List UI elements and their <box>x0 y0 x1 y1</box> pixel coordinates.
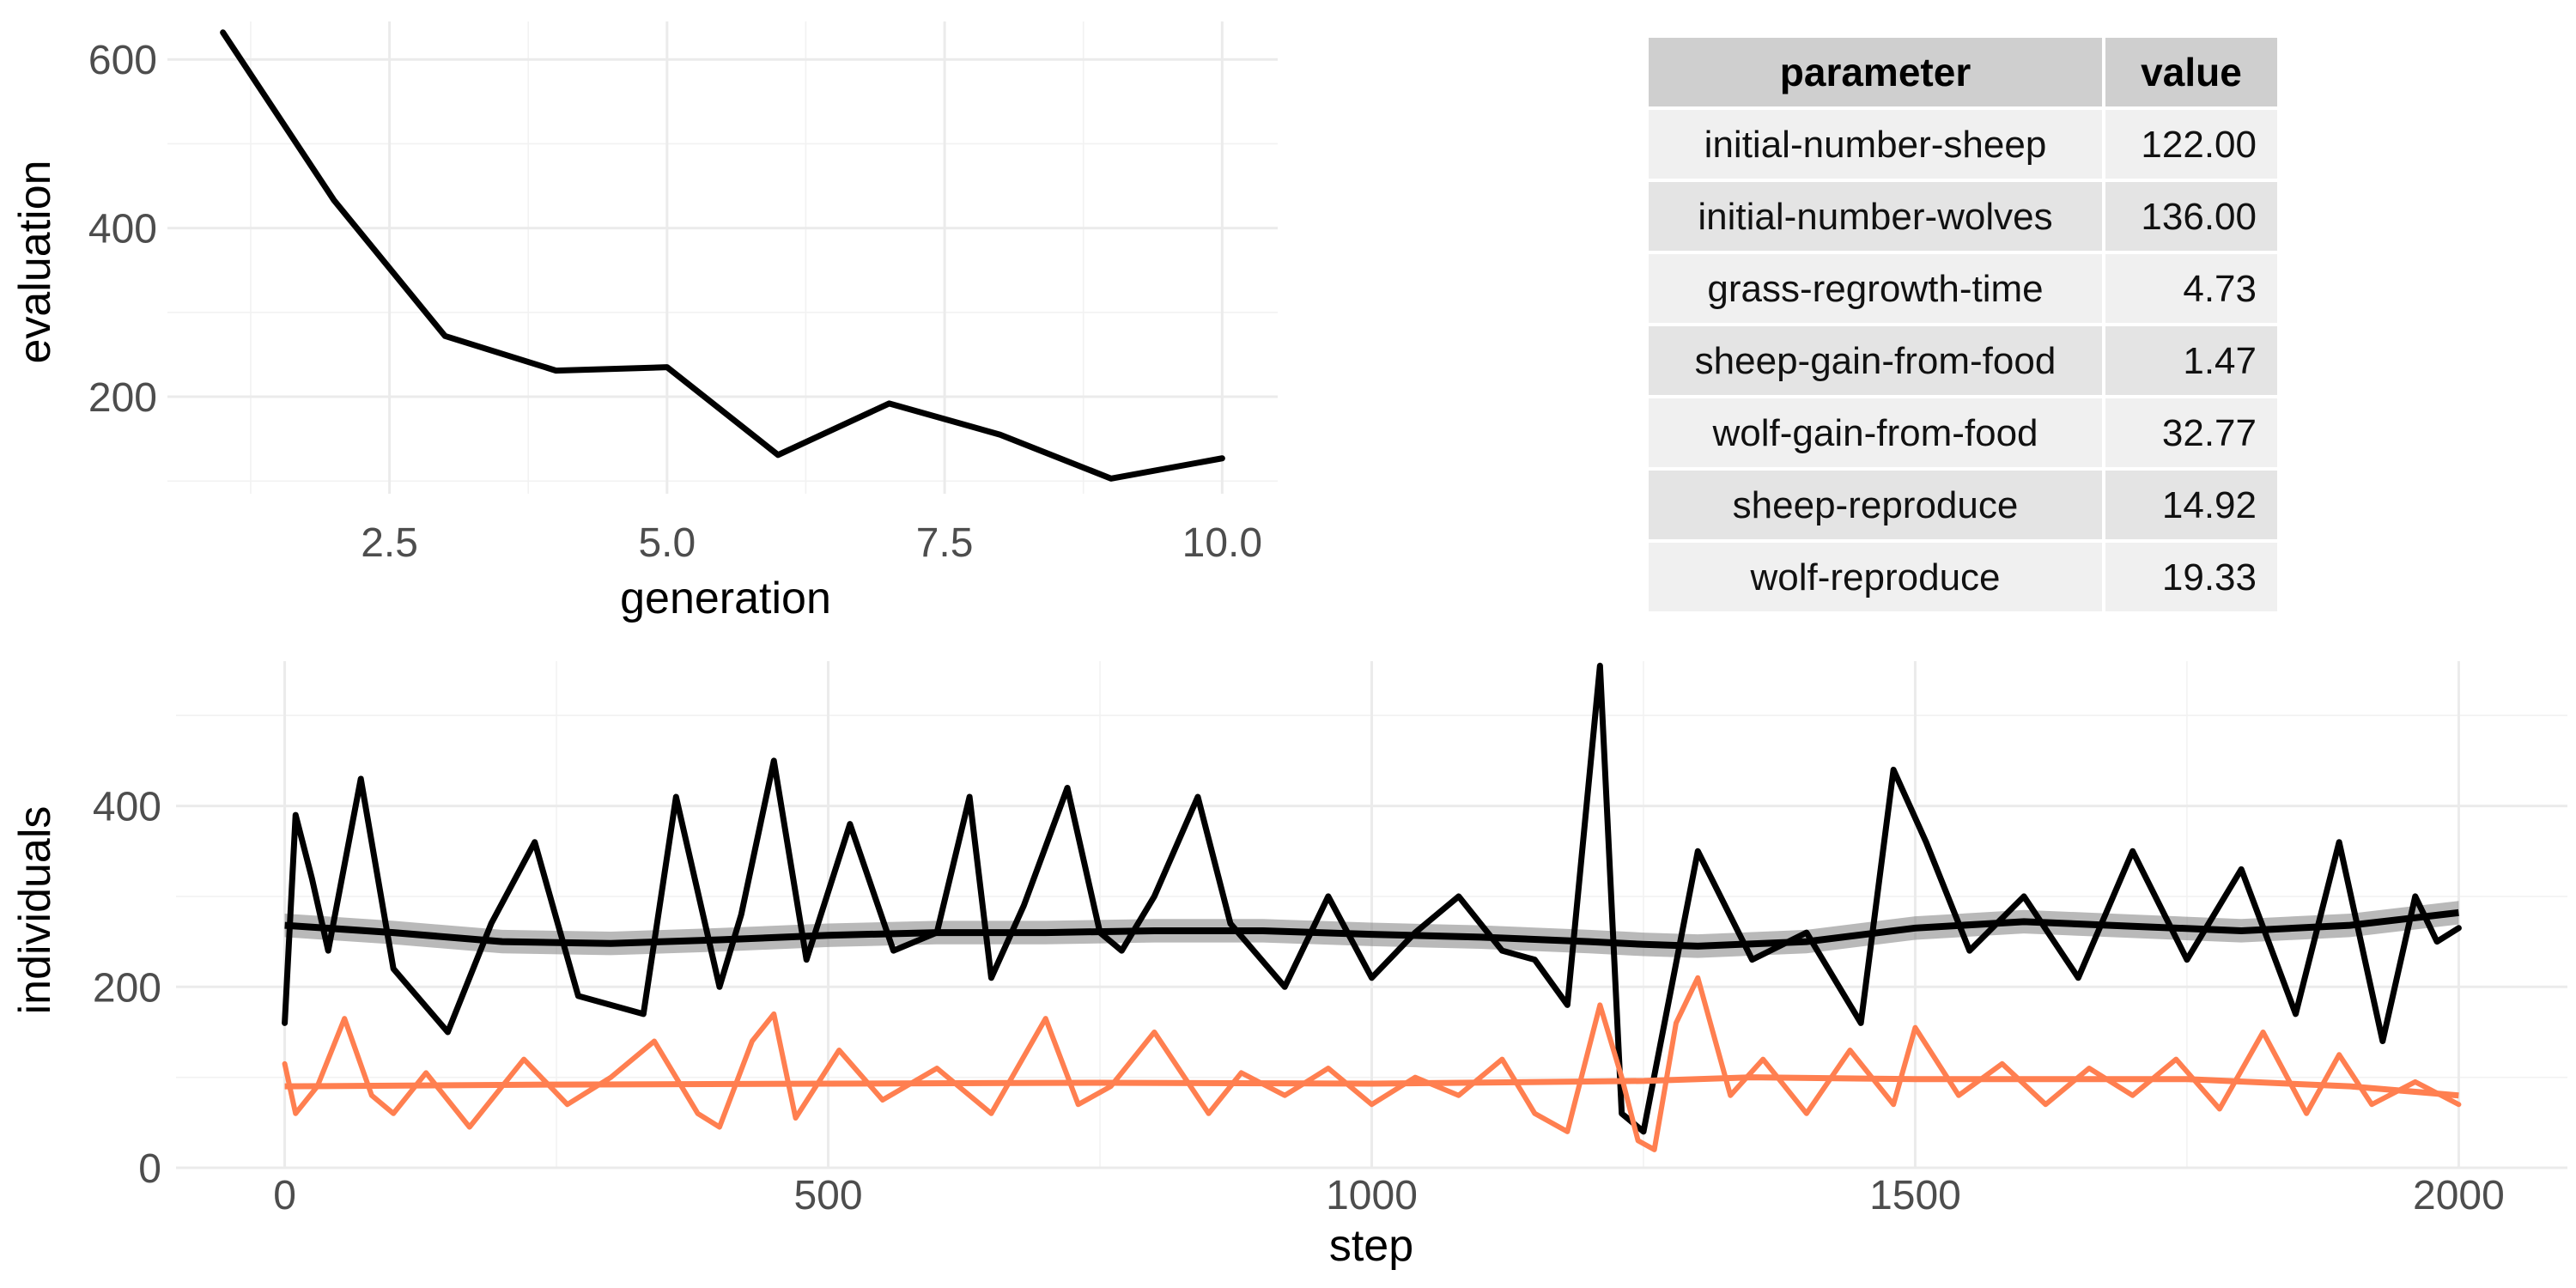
individuals-y-tick-label: 0 <box>138 1146 161 1192</box>
table-cell-value: 32.77 <box>2162 412 2257 454</box>
table-cell-value: 122.00 <box>2141 124 2257 166</box>
table-header-cell <box>1649 38 2102 106</box>
table-header-cell <box>2105 38 2277 106</box>
individuals-confidence-bands <box>284 901 2459 958</box>
table-row: sheep-gain-from-food 1.47 <box>1649 326 2277 395</box>
evaluation-x-tick-label: 5.0 <box>638 520 696 566</box>
table-row: sheep-reproduce 14.92 <box>1649 471 2277 539</box>
table-cell-bg <box>1649 471 2102 539</box>
table-row: wolf-gain-from-food 32.77 <box>1649 398 2277 467</box>
table-header-parameter: parameter <box>1780 50 1971 94</box>
individuals-x-tick-label: 1000 <box>1326 1173 1418 1218</box>
table-cell-value: 136.00 <box>2141 196 2257 238</box>
smooth-line-black <box>284 908 2459 950</box>
evaluation-y-tick-label: 400 <box>88 207 157 252</box>
table-cell-bg <box>1649 398 2102 467</box>
individuals-x-tick-label: 500 <box>793 1173 862 1218</box>
table-cell-parameter: grass-regrowth-time <box>1707 268 2043 310</box>
individuals-y-tick-label: 200 <box>93 965 161 1011</box>
table-cell-value: 14.92 <box>2162 484 2257 526</box>
table-cell-bg <box>1649 182 2102 251</box>
evaluation-y-tick-label: 200 <box>88 375 157 421</box>
evaluation-y-axis-title: evaluation <box>10 160 60 363</box>
table-cell-bg <box>1649 326 2102 395</box>
table-cell-parameter: sheep-gain-from-food <box>1695 340 2057 382</box>
table-cell-bg <box>2105 543 2277 611</box>
table-cell-bg <box>1649 110 2102 179</box>
table-cell-bg <box>2105 254 2277 323</box>
table-cell-value: 4.73 <box>2183 268 2257 310</box>
evaluation-lines <box>220 29 1225 482</box>
evaluation-y-tick-label: 600 <box>88 38 157 83</box>
evaluation-series-line <box>220 29 1225 482</box>
parameter-table: parameter value initial-number-sheep 122.00… <box>1649 38 2277 611</box>
evaluation-chart: 2.5 5.0 7.5 10.0 200 400 600 generation evalua… <box>10 21 1278 623</box>
table-row: initial-number-wolves 136.00 <box>1649 182 2277 251</box>
individuals-grid <box>176 661 2567 1170</box>
evaluation-grid <box>167 21 1278 494</box>
individuals-tick-labels: 0 500 1000 1500 2000 0 200 400 <box>93 785 2505 1218</box>
individuals-y-tick-label: 400 <box>93 785 161 830</box>
table-cell-bg <box>2105 326 2277 395</box>
table-cell-value: 19.33 <box>2162 556 2257 598</box>
table-row: initial-number-sheep 122.00 <box>1649 110 2277 179</box>
evaluation-tick-labels: 2.5 5.0 7.5 10.0 200 400 600 <box>88 38 1262 566</box>
individuals-x-tick-label: 1500 <box>1869 1173 1961 1218</box>
table-cell-bg <box>1649 254 2102 323</box>
table-cell-bg <box>2105 182 2277 251</box>
table-cell-bg <box>1649 543 2102 611</box>
table-header-value: value <box>2141 50 2242 94</box>
individuals-chart: 0 500 1000 1500 2000 0 200 400 step individuals <box>10 661 2567 1271</box>
table-cell-bg <box>2105 398 2277 467</box>
table-row: grass-regrowth-time 4.73 <box>1649 254 2277 323</box>
table-row: wolf-reproduce 19.33 <box>1649 543 2277 611</box>
table-cell-parameter: initial-number-sheep <box>1704 124 2047 166</box>
evaluation-x-tick-label: 2.5 <box>361 520 418 566</box>
table-cell-parameter: wolf-gain-from-food <box>1711 412 2038 454</box>
individuals-x-tick-label: 2000 <box>2413 1173 2505 1218</box>
evaluation-x-tick-label: 10.0 <box>1182 520 1262 566</box>
smooth-line-orange <box>284 1074 2459 1099</box>
table-cell-bg <box>2105 471 2277 539</box>
series-line-black <box>282 662 2462 1135</box>
evaluation-x-axis-title: generation <box>620 574 831 623</box>
sheep-smooth-band <box>284 901 2459 958</box>
individuals-x-tick-label: 0 <box>273 1173 296 1218</box>
individuals-y-axis-title: individuals <box>10 806 60 1015</box>
individuals-lines <box>282 662 2462 1152</box>
table-cell-bg <box>2105 110 2277 179</box>
table-cell-parameter: sheep-reproduce <box>1733 484 2019 526</box>
individuals-x-axis-title: step <box>1329 1221 1413 1271</box>
evaluation-x-tick-label: 7.5 <box>916 520 974 566</box>
table-cell-parameter: initial-number-wolves <box>1698 196 2052 238</box>
table-cell-value: 1.47 <box>2183 340 2257 382</box>
table-cell-parameter: wolf-reproduce <box>1749 556 2000 598</box>
